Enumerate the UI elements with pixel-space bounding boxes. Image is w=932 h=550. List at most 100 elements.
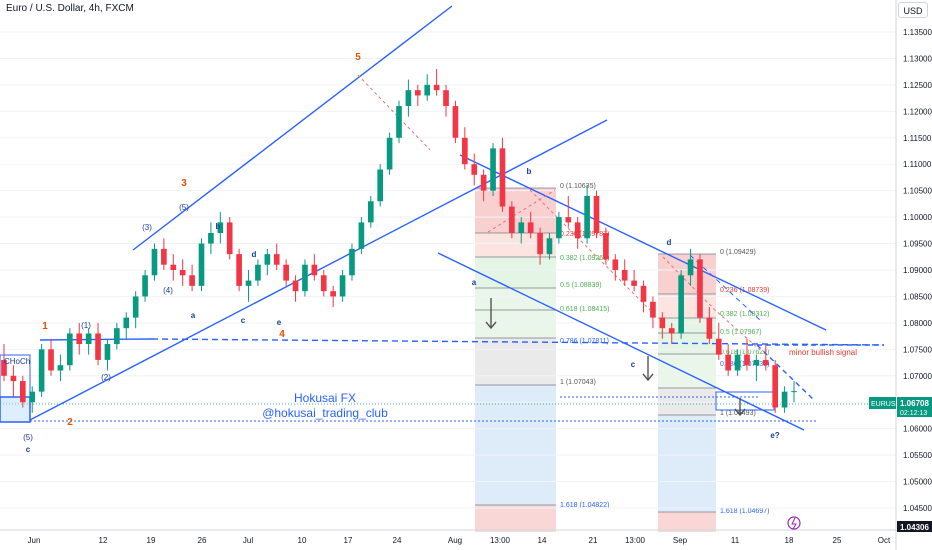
y-tick-label: 1.08500 xyxy=(903,292,932,301)
candle-body xyxy=(245,280,252,286)
y-tick-label: 1.12000 xyxy=(903,107,932,116)
candle xyxy=(1,344,7,382)
y-tick-label: 1.07000 xyxy=(903,372,932,381)
candle xyxy=(471,153,478,186)
candle xyxy=(715,322,722,360)
candle-body xyxy=(452,106,459,138)
fib-zone xyxy=(475,188,556,233)
candle-body xyxy=(57,365,64,371)
wave-label-orange: 5 xyxy=(355,52,361,63)
candle xyxy=(734,349,741,376)
candle xyxy=(377,164,384,207)
wave-label-blue: c xyxy=(26,445,31,454)
candle-body xyxy=(358,222,365,249)
candle xyxy=(584,185,590,244)
candle xyxy=(57,354,64,382)
low-price-badge xyxy=(897,521,932,532)
candle-body xyxy=(48,349,54,371)
candle xyxy=(659,312,666,339)
last-price-badge xyxy=(897,397,932,417)
candle-body xyxy=(292,280,299,292)
candle xyxy=(396,100,402,144)
candle-body xyxy=(273,254,280,265)
x-tick-label: 10 xyxy=(298,536,307,545)
lightning-icon-bolt xyxy=(791,517,797,530)
lightning-icon-circle xyxy=(787,516,801,530)
candle xyxy=(697,254,703,323)
candle xyxy=(104,338,111,371)
candle xyxy=(358,217,365,255)
lower-wedge-line xyxy=(29,119,608,421)
candle-body xyxy=(217,222,224,233)
candle-body xyxy=(132,296,139,318)
candle-body xyxy=(480,174,487,191)
candle xyxy=(48,338,54,376)
candle-body xyxy=(414,90,421,96)
candle-body xyxy=(367,201,374,223)
signal-label: minor bullish signal xyxy=(789,348,857,357)
wave-label-blue: c xyxy=(631,360,636,369)
candle-body xyxy=(574,222,581,239)
candle xyxy=(424,74,431,101)
fib-label-right: 0 (1.09429) xyxy=(720,249,756,256)
candle xyxy=(38,344,45,397)
y-axis: 1.13500 1.13000 1.12500 1.12000 1.11500 1.110… xyxy=(895,0,932,550)
candle-body xyxy=(208,232,214,244)
x-tick-label: 26 xyxy=(198,536,207,545)
y-tick-label: 1.10000 xyxy=(903,213,932,222)
y-tick-label: 1.13500 xyxy=(903,28,932,37)
wave-label-blue: b xyxy=(216,222,221,231)
wave-label-orange: 2 xyxy=(67,417,73,428)
candle-body xyxy=(781,391,788,408)
candle-body xyxy=(659,317,666,329)
candle-body xyxy=(471,164,478,175)
arrows xyxy=(485,298,746,417)
y-tick-label: 1.06000 xyxy=(903,425,932,434)
candle xyxy=(264,248,271,276)
candle-body xyxy=(462,137,468,165)
y-tick-label: 1.10500 xyxy=(903,187,932,196)
wave-label-orange: 4 xyxy=(279,329,285,340)
candle xyxy=(85,328,92,355)
wave-label-blue: c xyxy=(241,316,246,325)
candle-body xyxy=(264,254,271,265)
candle xyxy=(255,259,261,286)
candle-body xyxy=(283,264,289,281)
currency-button[interactable]: USD xyxy=(898,2,928,18)
candle-body xyxy=(424,84,431,96)
candle-body xyxy=(725,354,731,371)
candle-body xyxy=(320,275,327,292)
candle-body xyxy=(29,391,36,403)
candle-body xyxy=(302,264,308,292)
symbol-label: EURUSD xyxy=(871,401,901,408)
candle xyxy=(170,254,177,281)
fib-zone xyxy=(475,385,556,505)
candle xyxy=(189,264,195,292)
candle-body xyxy=(678,275,684,334)
wave-label-blue: (4) xyxy=(163,286,173,295)
lightning-icon xyxy=(787,516,801,530)
candle xyxy=(678,270,684,339)
x-tick-label: 12 xyxy=(99,536,108,545)
candle xyxy=(518,217,525,244)
x-tick-label: Jun xyxy=(28,536,41,545)
breakout-dashed xyxy=(756,344,815,401)
x-tick-label: 13:00 xyxy=(490,536,511,545)
wave-label-blue: (2) xyxy=(101,373,111,382)
candle xyxy=(95,322,101,366)
x-tick-label: 25 xyxy=(833,536,842,545)
candle xyxy=(499,137,506,212)
low-price-label: 1.04306 xyxy=(900,523,929,532)
wave-label-blue: a xyxy=(191,311,196,320)
candle xyxy=(781,386,788,413)
fib-zone xyxy=(658,388,716,415)
candle xyxy=(123,312,130,339)
wave-guide xyxy=(487,189,556,233)
candle-body xyxy=(151,248,158,276)
candle-body xyxy=(114,328,120,345)
fib-label-left: 0.382 (1.09263) xyxy=(560,255,609,262)
candle-body xyxy=(443,90,449,107)
fib-zone xyxy=(475,257,556,288)
fib-zone xyxy=(475,505,556,532)
